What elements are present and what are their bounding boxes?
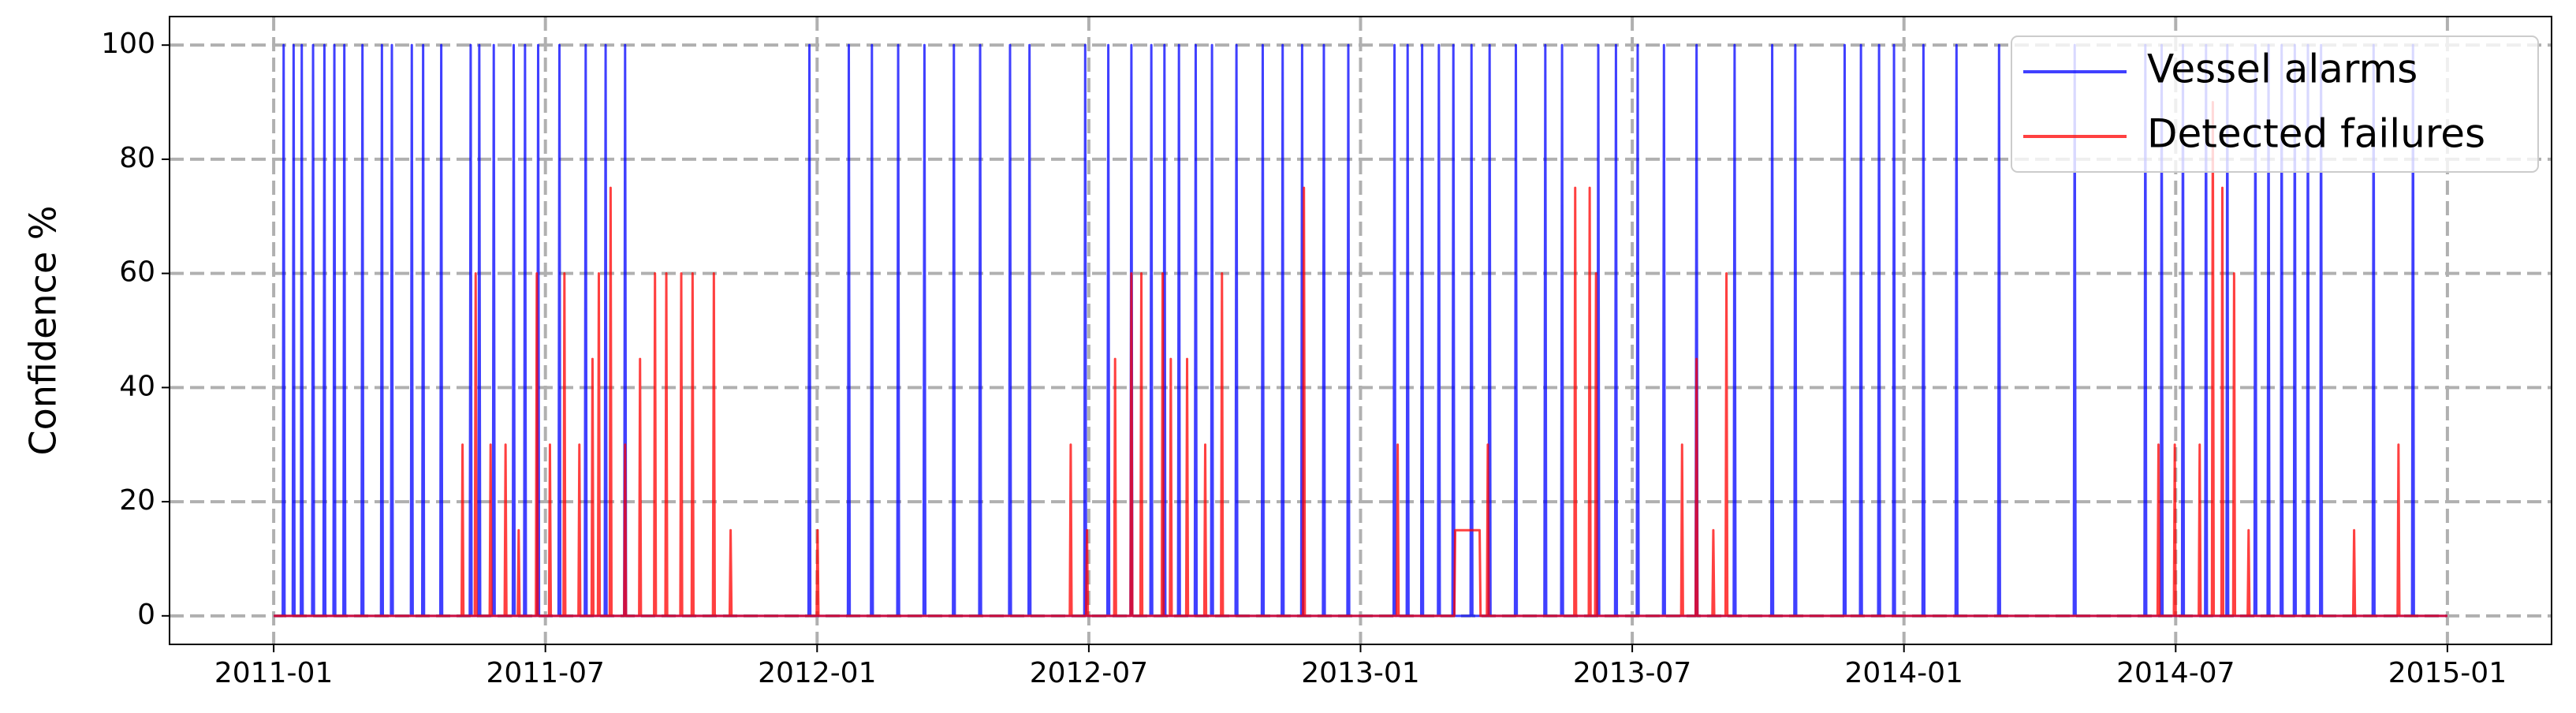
y-tick-label: 100: [101, 28, 155, 60]
x-tick-label: 2013-01: [1301, 657, 1419, 689]
x-tick-label: 2014-07: [2116, 657, 2235, 689]
y-tick-label: 0: [137, 599, 155, 631]
x-tick-label: 2012-01: [758, 657, 876, 689]
x-tick-label: 2011-07: [486, 657, 604, 689]
y-tick-label: 20: [119, 484, 155, 517]
series-line: [274, 101, 2447, 618]
y-tick-label: 40: [119, 370, 155, 402]
x-tick-label: 2011-01: [214, 657, 333, 689]
legend: Vessel alarms Detected failures: [2011, 35, 2539, 173]
legend-label: Vessel alarms: [2147, 47, 2418, 92]
x-tick-label: 2013-07: [1573, 657, 1691, 689]
x-tick-label: 2012-07: [1030, 657, 1148, 689]
legend-box: [2011, 35, 2539, 173]
plot-frame: [169, 16, 2552, 645]
x-tick-label: 2015-01: [2388, 657, 2507, 689]
x-tick-label: 2014-01: [1844, 657, 1963, 689]
y-axis-label: Confidence %: [22, 206, 65, 456]
y-tick-label: 80: [119, 142, 155, 174]
y-tick-label: 60: [119, 256, 155, 289]
legend-label: Detected failures: [2147, 111, 2485, 157]
